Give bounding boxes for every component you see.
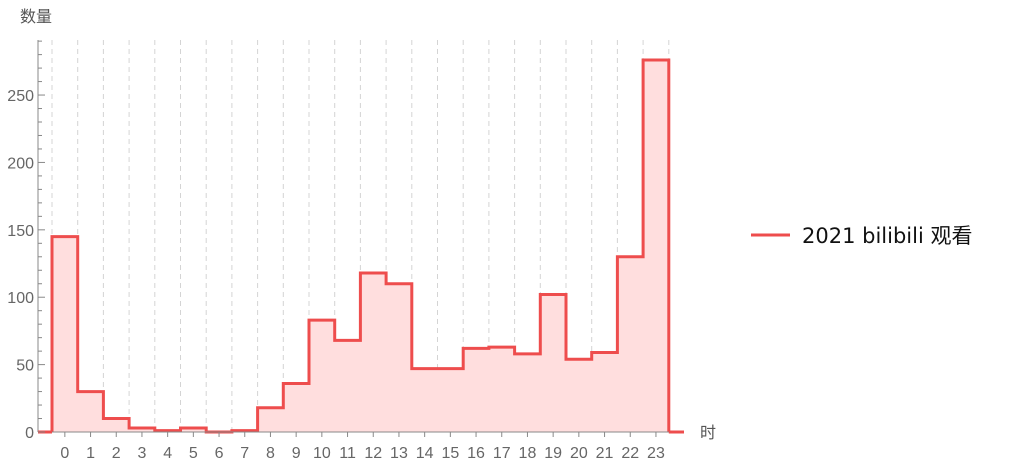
x-tick-label: 1 — [86, 445, 95, 462]
x-tick-label: 13 — [390, 445, 408, 462]
x-tick-label: 15 — [441, 445, 459, 462]
x-tick-label: 9 — [292, 445, 301, 462]
x-tick-label: 18 — [519, 445, 537, 462]
x-tick-label: 6 — [215, 445, 224, 462]
x-tick-label: 8 — [266, 445, 275, 462]
x-tick-label: 20 — [570, 445, 588, 462]
x-tick-label: 14 — [416, 445, 434, 462]
legend: 2021 bilibili 观看 — [751, 224, 972, 248]
y-tick-label: 100 — [7, 290, 34, 307]
x-tick-label: 11 — [339, 445, 356, 462]
y-tick-label: 150 — [7, 223, 34, 240]
y-tick-labels: 0 50 100 150 200 250 — [7, 88, 34, 442]
x-tick-label: 5 — [189, 445, 198, 462]
x-tick-label: 3 — [137, 445, 146, 462]
y-tick-label: 250 — [7, 88, 34, 105]
x-tick-label: 12 — [364, 445, 382, 462]
x-tick-label: 7 — [240, 445, 249, 462]
x-tick-label: 2 — [112, 445, 121, 462]
x-axis-label: 时 — [700, 423, 716, 442]
x-tick-label: 23 — [647, 445, 665, 462]
x-tick-label: 16 — [467, 445, 485, 462]
y-axis-label: 数量 — [20, 7, 52, 26]
y-tick-label: 200 — [7, 155, 34, 172]
x-tick-label: 21 — [596, 445, 614, 462]
x-tick-label: 22 — [621, 445, 639, 462]
x-tick-label: 0 — [60, 445, 69, 462]
x-tick-label: 17 — [493, 445, 511, 462]
legend-label: 2021 bilibili 观看 — [802, 224, 972, 248]
y-tick-label: 50 — [16, 358, 34, 375]
x-tick-labels: 0 1 2 3 4 5 6 7 8 9 10 11 12 13 14 15 16 17 18 19 20 21 22 23 — [60, 445, 665, 462]
x-tick-label: 19 — [544, 445, 562, 462]
y-tick-label: 0 — [25, 425, 34, 442]
x-tick-label: 4 — [163, 445, 172, 462]
x-tick-label: 10 — [313, 445, 331, 462]
